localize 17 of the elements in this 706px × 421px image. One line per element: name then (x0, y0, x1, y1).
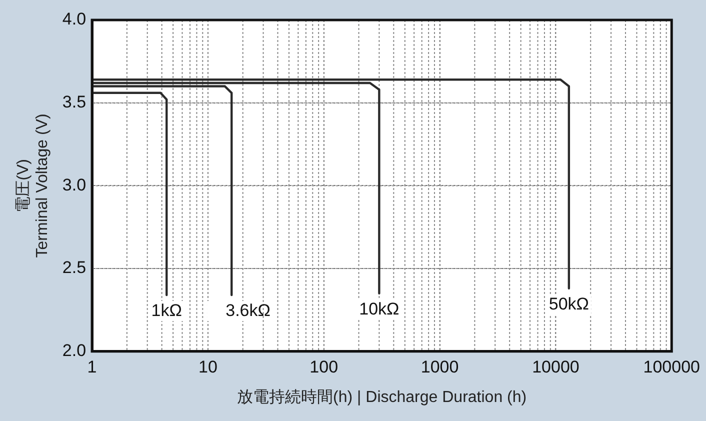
series-label: 1kΩ (151, 301, 182, 320)
x-tick-label: 10 (198, 357, 218, 376)
x-tick-label: 1 (87, 357, 97, 376)
y-tick-label: 3.0 (62, 175, 86, 194)
y-tick-label: 4.0 (62, 10, 86, 29)
y-tick-label: 2.5 (62, 258, 86, 278)
x-tick-label: 10000 (532, 357, 580, 376)
x-tick-label: 100000 (643, 357, 700, 376)
x-tick-label: 1000 (420, 357, 459, 376)
x-tick-label: 100 (310, 357, 338, 376)
y-tick-label: 3.5 (62, 92, 86, 112)
series-label: 50kΩ (548, 294, 589, 314)
y-tick-label: 2.0 (62, 341, 86, 360)
x-axis-title: 放電持続時間(h) | Discharge Duration (h) (237, 388, 527, 406)
y-axis-title: 電圧(V) Terminal Voltage (V) (15, 114, 52, 258)
series-label: 10kΩ (359, 300, 400, 319)
series-label: 3.6kΩ (226, 301, 270, 320)
